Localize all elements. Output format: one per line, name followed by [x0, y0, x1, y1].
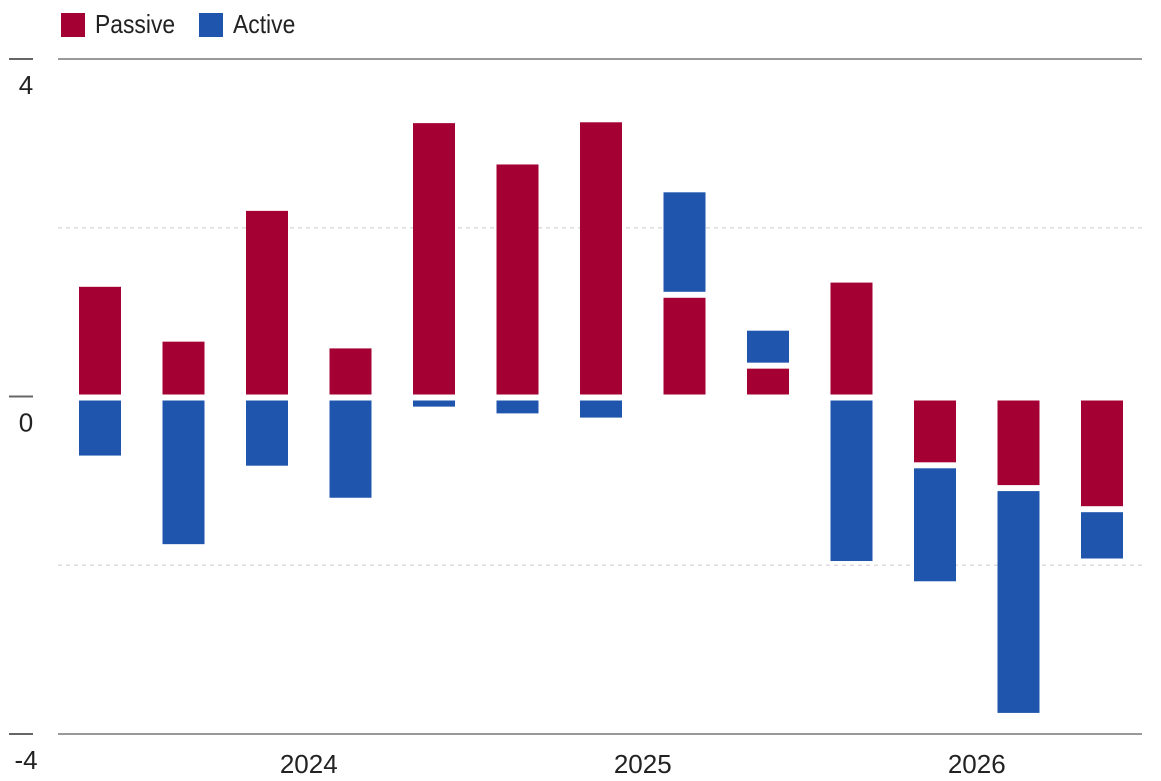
legend-item-active[interactable]: Active	[199, 9, 304, 40]
bar-active-1	[162, 400, 205, 545]
legend-label-passive: Passive	[95, 9, 176, 39]
bar-passive-6	[580, 122, 622, 395]
bar-active-12	[1081, 512, 1123, 559]
bar-passive-8	[747, 368, 789, 395]
bar-active-8	[747, 330, 789, 363]
bar-active-10	[914, 468, 956, 582]
bar-passive-10	[914, 400, 956, 463]
bar-active-3	[329, 400, 372, 498]
bar-active-6	[580, 400, 622, 418]
bar-active-5	[496, 400, 539, 414]
bar-active-7	[663, 192, 706, 292]
bar-active-2	[246, 400, 288, 466]
x-tick-label-0: 2024	[280, 749, 338, 779]
bar-passive-4	[413, 123, 455, 395]
x-tick-label-1: 2025	[614, 749, 672, 779]
legend-swatch-active	[199, 12, 223, 37]
bar-passive-3	[329, 348, 372, 395]
bar-passive-11	[997, 400, 1040, 486]
y-tick-label-0: 4	[19, 70, 33, 100]
bar-active-11	[997, 491, 1040, 713]
bar-passive-0	[79, 286, 121, 395]
bar-active-4	[413, 400, 455, 407]
y-tick-label-1: 0	[19, 408, 33, 438]
legend-item-passive[interactable]: Passive	[61, 9, 186, 40]
bar-active-9	[830, 400, 873, 562]
y-tick-label-2: -4	[14, 745, 37, 775]
x-tick-label-2: 2026	[948, 749, 1006, 779]
legend-label-active: Active	[233, 9, 296, 39]
bar-active-0	[79, 400, 121, 456]
bar-passive-2	[246, 210, 288, 395]
legend-swatch-passive	[61, 12, 85, 37]
bar-passive-12	[1081, 400, 1123, 507]
bar-passive-9	[830, 282, 873, 395]
bar-passive-7	[663, 297, 706, 395]
bar-passive-5	[496, 164, 539, 395]
bar-passive-1	[162, 341, 205, 395]
legend: Passive Active	[0, 0, 600, 50]
